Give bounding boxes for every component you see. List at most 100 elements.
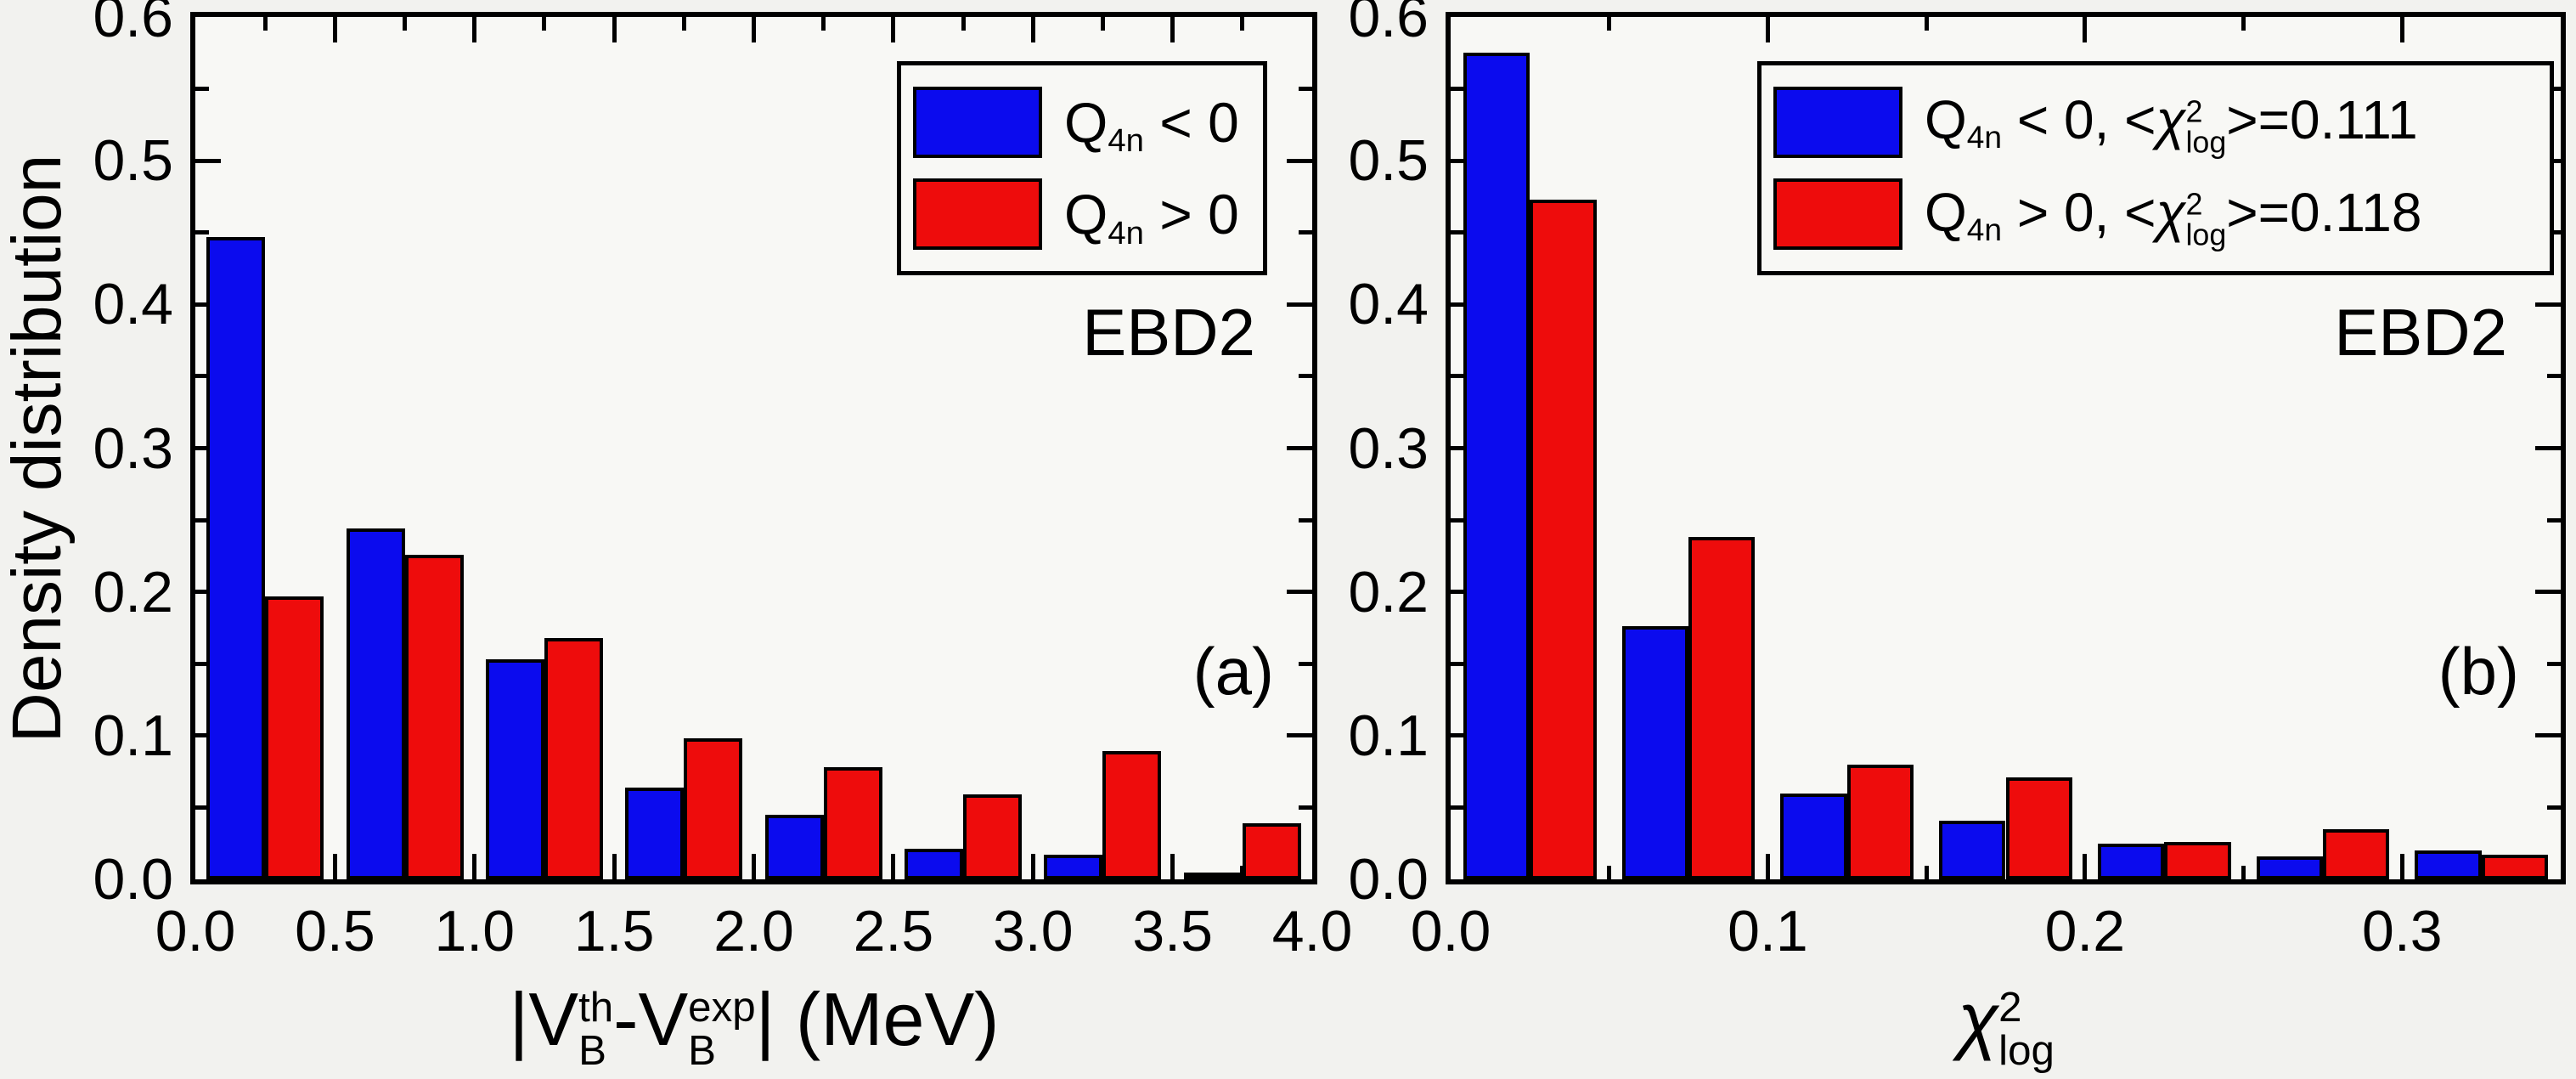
x-tick-label-a: 0.5 bbox=[295, 899, 375, 963]
x-tick-label-a: 3.0 bbox=[992, 899, 1074, 963]
bar-a-bin6-qpos bbox=[963, 794, 1023, 879]
tick-mark bbox=[195, 805, 209, 810]
tick-mark bbox=[2083, 17, 2088, 42]
y-tick-label-a: 0.5 bbox=[93, 128, 173, 194]
tick-mark bbox=[195, 158, 221, 163]
legend-b: Q4n < 0, <χ 2 log >=0.111 Q4n > 0, <χ 2 log >=… bbox=[1757, 61, 2554, 275]
tick-mark bbox=[542, 17, 547, 31]
bar-b-bin1-qpos bbox=[1530, 199, 1597, 879]
tick-mark bbox=[2535, 733, 2561, 738]
bar-a-bin3-qneg bbox=[485, 659, 544, 879]
y-tick-label-b: 0.4 bbox=[1348, 272, 1429, 337]
x-tick-label-a: 1.0 bbox=[434, 899, 516, 963]
legend-a: Q4n < 0 Q4n > 0 bbox=[897, 61, 1267, 275]
x-tick-label-a: 2.0 bbox=[713, 899, 794, 963]
tick-mark bbox=[2547, 517, 2561, 523]
tick-mark bbox=[1287, 733, 1312, 738]
legend-swatch-red bbox=[913, 178, 1042, 251]
y-tick-label-a: 0.0 bbox=[93, 847, 173, 912]
x-axis-title-b: χ 2 log bbox=[1958, 977, 2055, 1074]
bar-b-bin5-qpos bbox=[2164, 842, 2231, 879]
bar-b-bin2-qneg bbox=[1621, 626, 1689, 879]
tick-mark bbox=[1451, 374, 1464, 379]
y-tick-label-b: 0.5 bbox=[1348, 128, 1429, 194]
y-tick-label-a: 0.3 bbox=[93, 415, 173, 481]
tick-mark bbox=[472, 17, 477, 42]
bar-a-bin3-qpos bbox=[544, 637, 603, 879]
legend-swatch-blue bbox=[913, 86, 1042, 158]
tick-mark bbox=[332, 17, 337, 42]
legend-label: Q4n < 0 bbox=[1064, 90, 1239, 160]
bar-b-bin1-qneg bbox=[1463, 53, 1530, 879]
tick-mark bbox=[1100, 17, 1105, 31]
y-tick-label-a: 0.2 bbox=[93, 559, 173, 624]
tick-mark bbox=[195, 230, 209, 235]
y-tick-label-a: 0.1 bbox=[93, 703, 173, 768]
tick-mark bbox=[961, 17, 966, 31]
x-tick-label-a: 1.5 bbox=[573, 899, 655, 963]
bar-b-bin2-qpos bbox=[1688, 537, 1756, 879]
tick-mark bbox=[1451, 230, 1464, 235]
tick-mark bbox=[612, 17, 617, 42]
bar-a-bin4-qneg bbox=[625, 787, 685, 879]
bar-a-bin5-qpos bbox=[823, 767, 882, 879]
tick-mark bbox=[1030, 17, 1035, 42]
tick-mark bbox=[195, 87, 209, 92]
tick-mark bbox=[891, 854, 896, 879]
bar-a-bin4-qpos bbox=[684, 738, 743, 879]
tick-mark bbox=[1451, 517, 1464, 523]
tick-mark bbox=[403, 17, 408, 31]
tick-mark bbox=[195, 517, 209, 523]
tick-mark bbox=[1240, 17, 1245, 31]
tick-mark bbox=[681, 17, 686, 31]
tick-mark bbox=[1299, 374, 1312, 379]
tick-mark bbox=[1607, 17, 1612, 31]
bar-b-bin5-qneg bbox=[2097, 843, 2165, 879]
tick-mark bbox=[2535, 446, 2561, 450]
tick-mark bbox=[2535, 302, 2561, 307]
tick-mark bbox=[1287, 590, 1312, 595]
y-tick-label-b: 0.6 bbox=[1348, 0, 1429, 49]
tick-mark bbox=[195, 661, 209, 666]
bar-a-bin1-qpos bbox=[265, 596, 324, 879]
tick-mark bbox=[2241, 866, 2246, 879]
y-tick-label-b: 0.2 bbox=[1348, 559, 1429, 624]
tick-mark bbox=[821, 17, 826, 31]
legend-swatch-red bbox=[1773, 178, 1902, 251]
tick-mark bbox=[2241, 17, 2246, 31]
tick-mark bbox=[752, 854, 756, 879]
tick-mark bbox=[2399, 17, 2404, 42]
tick-mark bbox=[2547, 661, 2561, 666]
x-tick-label-a: 2.5 bbox=[853, 899, 934, 963]
tick-mark bbox=[2535, 590, 2561, 595]
legend-label: Q4n < 0, <χ 2 log >=0.111 bbox=[1925, 89, 2418, 161]
legend-item: Q4n < 0 bbox=[913, 86, 1263, 160]
tick-mark bbox=[1765, 17, 1770, 42]
y-tick-label-b: 0.3 bbox=[1348, 415, 1429, 481]
tick-mark bbox=[262, 17, 268, 31]
legend-swatch-blue bbox=[1773, 86, 1902, 158]
tick-mark bbox=[1299, 661, 1312, 666]
tick-mark bbox=[2547, 230, 2561, 235]
tick-mark bbox=[1765, 854, 1770, 879]
tick-mark bbox=[1299, 87, 1312, 92]
y-tick-label-b: 0.1 bbox=[1348, 703, 1429, 768]
bar-b-bin4-qneg bbox=[1939, 820, 2006, 879]
legend-label: Q4n > 0, <χ 2 log >=0.118 bbox=[1925, 181, 2422, 252]
tick-mark bbox=[1170, 854, 1175, 879]
model-label-a: EBD2 bbox=[1082, 295, 1255, 370]
tick-mark bbox=[2547, 374, 2561, 379]
tick-mark bbox=[612, 854, 617, 879]
tick-mark bbox=[1299, 517, 1312, 523]
bar-b-bin6-qneg bbox=[2256, 856, 2323, 879]
panel-tag-a: (a) bbox=[1192, 634, 1274, 709]
tick-mark bbox=[2399, 854, 2404, 879]
tick-mark bbox=[891, 17, 896, 42]
bar-a-bin8-qneg bbox=[1183, 873, 1243, 879]
model-label-b: EBD2 bbox=[2334, 295, 2507, 370]
x-tick-label-a: 3.5 bbox=[1132, 899, 1213, 963]
tick-mark bbox=[2547, 805, 2561, 810]
tick-mark bbox=[1607, 866, 1612, 879]
x-tick-label-b: 0.1 bbox=[1728, 899, 1808, 963]
